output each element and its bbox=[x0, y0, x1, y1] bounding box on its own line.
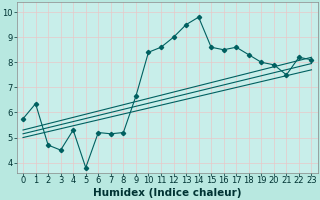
X-axis label: Humidex (Indice chaleur): Humidex (Indice chaleur) bbox=[93, 188, 242, 198]
